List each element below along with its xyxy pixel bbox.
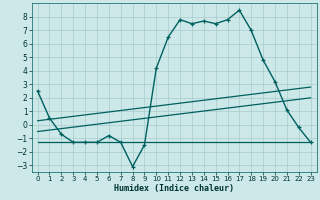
X-axis label: Humidex (Indice chaleur): Humidex (Indice chaleur) (114, 184, 234, 193)
